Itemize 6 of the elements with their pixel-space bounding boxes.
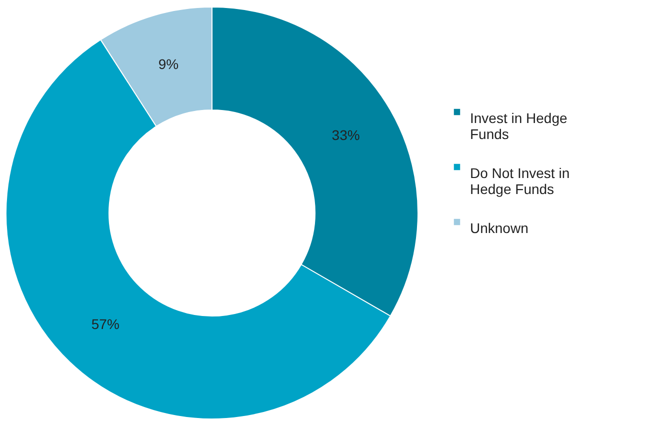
data-label: 57% [91, 316, 120, 332]
data-label: 33% [332, 126, 360, 143]
legend-label: Invest in Hedge Funds [470, 110, 568, 142]
data-label: 9% [158, 56, 179, 72]
legend-label: Do Not Invest in Hedge Funds [470, 165, 570, 197]
legend-label: Unknown [470, 220, 528, 236]
